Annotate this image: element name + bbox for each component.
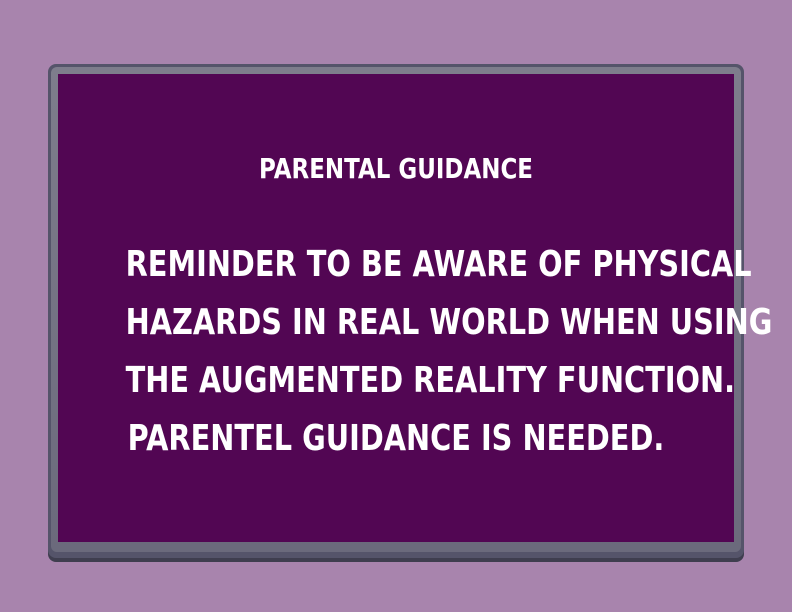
message-line-2: HAZARDS IN REAL WORLD WHEN USING: [125, 302, 773, 343]
warning-message: REMINDER TO BE AWARE OF PHYSICAL HAZARDS…: [58, 236, 773, 468]
dialog-title: PARENTAL GUIDANCE: [259, 152, 533, 185]
message-line-1: REMINDER TO BE AWARE OF PHYSICAL: [125, 244, 752, 285]
dialog-content-panel: PARENTAL GUIDANCE REMINDER TO BE AWARE O…: [58, 74, 773, 542]
message-line-3: THE AUGMENTED REALITY FUNCTION.: [125, 360, 736, 401]
parental-guidance-dialog: PARENTAL GUIDANCE REMINDER TO BE AWARE O…: [48, 64, 773, 558]
message-line-4: PARENTEL GUIDANCE IS NEEDED.: [127, 418, 665, 459]
